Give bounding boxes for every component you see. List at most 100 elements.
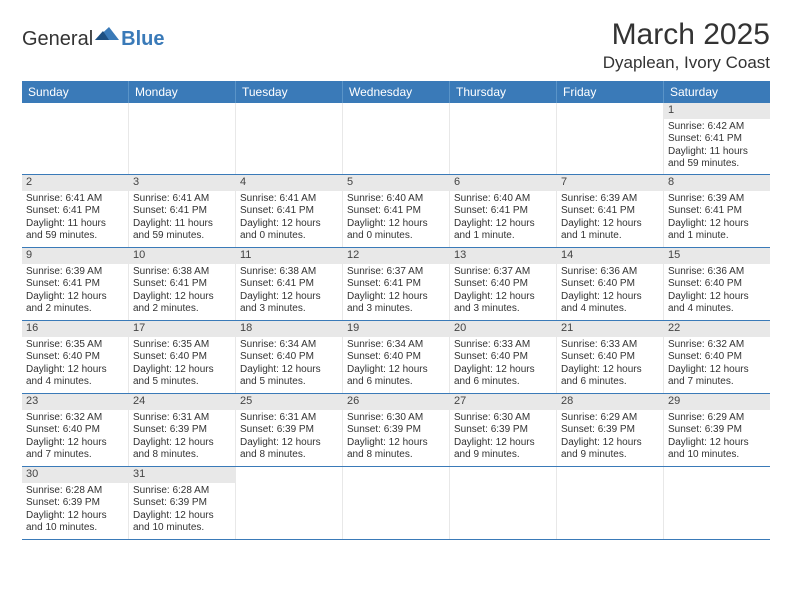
week-row: 23Sunrise: 6:32 AMSunset: 6:40 PMDayligh…: [22, 394, 770, 467]
day-content: Sunrise: 6:41 AMSunset: 6:41 PMDaylight:…: [236, 191, 342, 246]
day-content: Sunrise: 6:32 AMSunset: 6:40 PMDaylight:…: [22, 410, 128, 465]
day-number: 22: [664, 321, 770, 337]
day-content: Sunrise: 6:33 AMSunset: 6:40 PMDaylight:…: [557, 337, 663, 392]
day-number: 18: [236, 321, 342, 337]
day-content: Sunrise: 6:40 AMSunset: 6:41 PMDaylight:…: [343, 191, 449, 246]
day-content: Sunrise: 6:35 AMSunset: 6:40 PMDaylight:…: [22, 337, 128, 392]
day-number: 19: [343, 321, 449, 337]
day-content: Sunrise: 6:34 AMSunset: 6:40 PMDaylight:…: [343, 337, 449, 392]
day-number: 25: [236, 394, 342, 410]
weekday-header: Monday: [129, 81, 236, 103]
day-number: 30: [22, 467, 128, 483]
day-cell: 17Sunrise: 6:35 AMSunset: 6:40 PMDayligh…: [129, 321, 236, 393]
empty-cell: [557, 103, 664, 174]
day-cell: 30Sunrise: 6:28 AMSunset: 6:39 PMDayligh…: [22, 467, 129, 539]
day-number: 14: [557, 248, 663, 264]
day-cell: 13Sunrise: 6:37 AMSunset: 6:40 PMDayligh…: [450, 248, 557, 320]
day-cell: 15Sunrise: 6:36 AMSunset: 6:40 PMDayligh…: [664, 248, 770, 320]
day-cell: 16Sunrise: 6:35 AMSunset: 6:40 PMDayligh…: [22, 321, 129, 393]
day-cell: 4Sunrise: 6:41 AMSunset: 6:41 PMDaylight…: [236, 175, 343, 247]
day-cell: 14Sunrise: 6:36 AMSunset: 6:40 PMDayligh…: [557, 248, 664, 320]
day-number: 13: [450, 248, 556, 264]
day-cell: 31Sunrise: 6:28 AMSunset: 6:39 PMDayligh…: [129, 467, 236, 539]
empty-cell: [557, 467, 664, 539]
day-content: Sunrise: 6:41 AMSunset: 6:41 PMDaylight:…: [22, 191, 128, 246]
day-content: Sunrise: 6:29 AMSunset: 6:39 PMDaylight:…: [557, 410, 663, 465]
day-content: Sunrise: 6:30 AMSunset: 6:39 PMDaylight:…: [450, 410, 556, 465]
day-cell: 23Sunrise: 6:32 AMSunset: 6:40 PMDayligh…: [22, 394, 129, 466]
day-content: Sunrise: 6:39 AMSunset: 6:41 PMDaylight:…: [664, 191, 770, 246]
week-row: 1Sunrise: 6:42 AMSunset: 6:41 PMDaylight…: [22, 103, 770, 175]
day-content: Sunrise: 6:42 AMSunset: 6:41 PMDaylight:…: [664, 119, 770, 174]
day-content: Sunrise: 6:31 AMSunset: 6:39 PMDaylight:…: [236, 410, 342, 465]
day-cell: 24Sunrise: 6:31 AMSunset: 6:39 PMDayligh…: [129, 394, 236, 466]
day-content: Sunrise: 6:31 AMSunset: 6:39 PMDaylight:…: [129, 410, 235, 465]
day-content: Sunrise: 6:29 AMSunset: 6:39 PMDaylight:…: [664, 410, 770, 465]
day-number: 8: [664, 175, 770, 191]
empty-cell: [664, 467, 770, 539]
day-cell: 11Sunrise: 6:38 AMSunset: 6:41 PMDayligh…: [236, 248, 343, 320]
title-block: March 2025 Dyaplean, Ivory Coast: [603, 18, 770, 73]
week-row: 9Sunrise: 6:39 AMSunset: 6:41 PMDaylight…: [22, 248, 770, 321]
day-number: 6: [450, 175, 556, 191]
day-content: Sunrise: 6:28 AMSunset: 6:39 PMDaylight:…: [129, 483, 235, 538]
weekday-header: Friday: [557, 81, 664, 103]
day-number: 23: [22, 394, 128, 410]
day-number: 3: [129, 175, 235, 191]
day-cell: 8Sunrise: 6:39 AMSunset: 6:41 PMDaylight…: [664, 175, 770, 247]
weekday-header: Sunday: [22, 81, 129, 103]
week-row: 2Sunrise: 6:41 AMSunset: 6:41 PMDaylight…: [22, 175, 770, 248]
day-content: Sunrise: 6:38 AMSunset: 6:41 PMDaylight:…: [129, 264, 235, 319]
day-cell: 7Sunrise: 6:39 AMSunset: 6:41 PMDaylight…: [557, 175, 664, 247]
day-content: Sunrise: 6:30 AMSunset: 6:39 PMDaylight:…: [343, 410, 449, 465]
weekday-header: Wednesday: [343, 81, 450, 103]
day-cell: 12Sunrise: 6:37 AMSunset: 6:41 PMDayligh…: [343, 248, 450, 320]
calendar: SundayMondayTuesdayWednesdayThursdayFrid…: [22, 81, 770, 540]
location: Dyaplean, Ivory Coast: [603, 53, 770, 73]
empty-cell: [450, 103, 557, 174]
weekday-header: Saturday: [664, 81, 770, 103]
day-number: 24: [129, 394, 235, 410]
day-content: Sunrise: 6:36 AMSunset: 6:40 PMDaylight:…: [664, 264, 770, 319]
month-title: March 2025: [603, 18, 770, 52]
day-number: 26: [343, 394, 449, 410]
day-number: 31: [129, 467, 235, 483]
day-cell: 29Sunrise: 6:29 AMSunset: 6:39 PMDayligh…: [664, 394, 770, 466]
day-cell: 27Sunrise: 6:30 AMSunset: 6:39 PMDayligh…: [450, 394, 557, 466]
day-cell: 19Sunrise: 6:34 AMSunset: 6:40 PMDayligh…: [343, 321, 450, 393]
week-row: 16Sunrise: 6:35 AMSunset: 6:40 PMDayligh…: [22, 321, 770, 394]
day-content: Sunrise: 6:41 AMSunset: 6:41 PMDaylight:…: [129, 191, 235, 246]
day-number: 9: [22, 248, 128, 264]
day-content: Sunrise: 6:33 AMSunset: 6:40 PMDaylight:…: [450, 337, 556, 392]
weekday-header: Thursday: [450, 81, 557, 103]
day-number: 21: [557, 321, 663, 337]
day-cell: 6Sunrise: 6:40 AMSunset: 6:41 PMDaylight…: [450, 175, 557, 247]
logo-text-2: Blue: [121, 28, 164, 51]
day-cell: 25Sunrise: 6:31 AMSunset: 6:39 PMDayligh…: [236, 394, 343, 466]
day-number: 5: [343, 175, 449, 191]
day-cell: 21Sunrise: 6:33 AMSunset: 6:40 PMDayligh…: [557, 321, 664, 393]
day-number: 1: [664, 103, 770, 119]
empty-cell: [22, 103, 129, 174]
day-number: 10: [129, 248, 235, 264]
day-content: Sunrise: 6:28 AMSunset: 6:39 PMDaylight:…: [22, 483, 128, 538]
day-number: 4: [236, 175, 342, 191]
day-cell: 26Sunrise: 6:30 AMSunset: 6:39 PMDayligh…: [343, 394, 450, 466]
day-cell: 2Sunrise: 6:41 AMSunset: 6:41 PMDaylight…: [22, 175, 129, 247]
day-number: 12: [343, 248, 449, 264]
day-cell: 10Sunrise: 6:38 AMSunset: 6:41 PMDayligh…: [129, 248, 236, 320]
day-number: 17: [129, 321, 235, 337]
day-content: Sunrise: 6:35 AMSunset: 6:40 PMDaylight:…: [129, 337, 235, 392]
day-content: Sunrise: 6:40 AMSunset: 6:41 PMDaylight:…: [450, 191, 556, 246]
day-cell: 9Sunrise: 6:39 AMSunset: 6:41 PMDaylight…: [22, 248, 129, 320]
day-content: Sunrise: 6:37 AMSunset: 6:40 PMDaylight:…: [450, 264, 556, 319]
day-cell: 22Sunrise: 6:32 AMSunset: 6:40 PMDayligh…: [664, 321, 770, 393]
empty-cell: [343, 467, 450, 539]
day-number: 16: [22, 321, 128, 337]
day-content: Sunrise: 6:38 AMSunset: 6:41 PMDaylight:…: [236, 264, 342, 319]
logo-text-1: General: [22, 28, 93, 51]
day-cell: 18Sunrise: 6:34 AMSunset: 6:40 PMDayligh…: [236, 321, 343, 393]
empty-cell: [236, 103, 343, 174]
day-cell: 3Sunrise: 6:41 AMSunset: 6:41 PMDaylight…: [129, 175, 236, 247]
day-number: 29: [664, 394, 770, 410]
